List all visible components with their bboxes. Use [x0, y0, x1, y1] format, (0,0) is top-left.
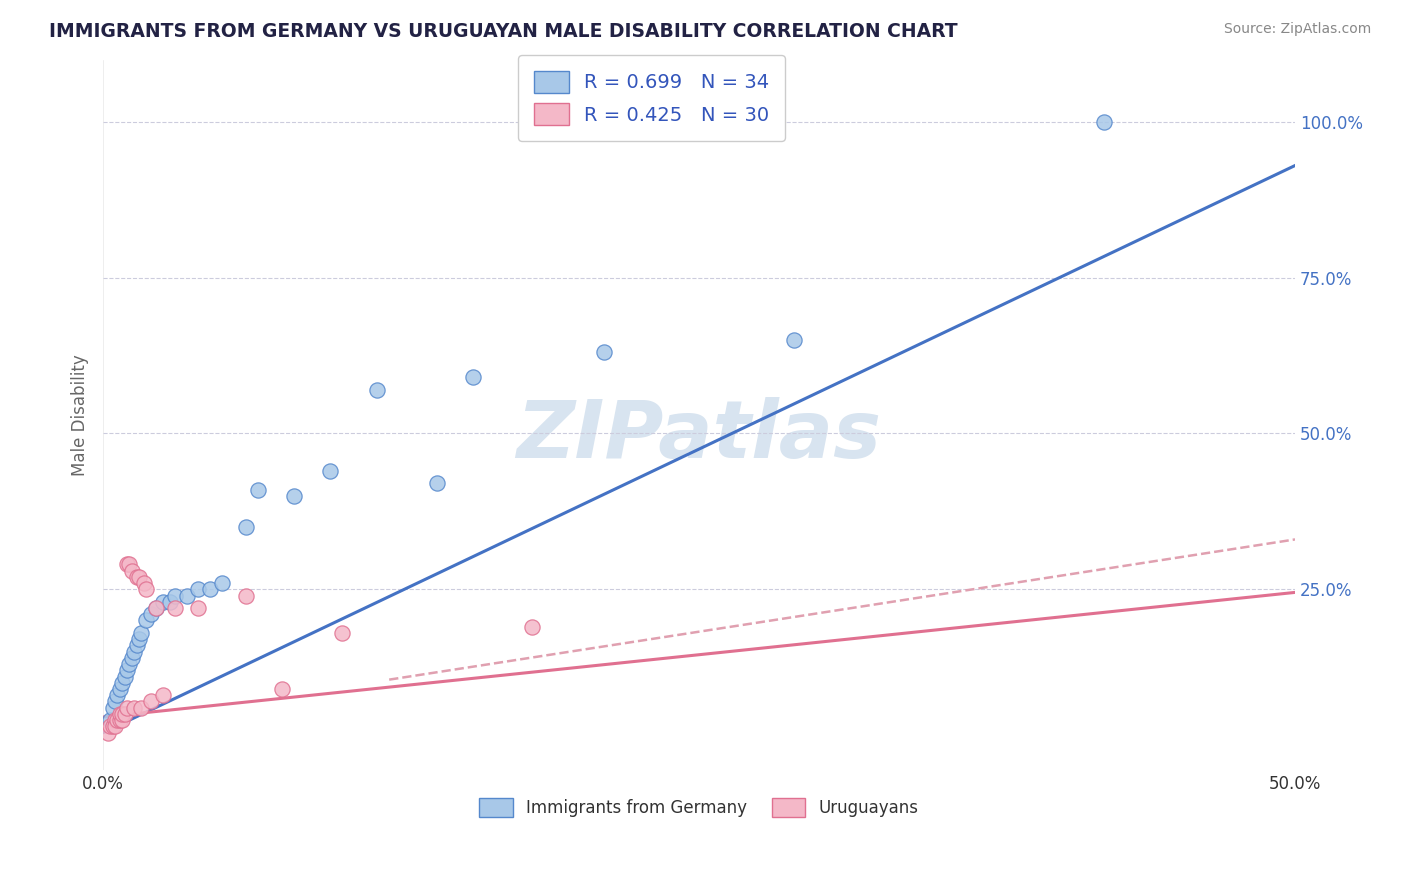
Point: [108, 681, 131, 696]
Point: [159, 595, 181, 609]
Text: Source: ZipAtlas.com: Source: ZipAtlas.com: [1223, 22, 1371, 37]
Point: [115, 700, 138, 714]
Point: [129, 700, 152, 714]
Point: [114, 669, 136, 683]
Point: [125, 570, 148, 584]
Point: [426, 476, 449, 491]
Point: [104, 719, 127, 733]
Point: [163, 589, 186, 603]
Point: [522, 620, 544, 634]
Point: [125, 639, 148, 653]
Point: [104, 713, 127, 727]
Point: [128, 632, 150, 647]
Point: [135, 582, 157, 597]
Point: [271, 681, 294, 696]
Point: [115, 663, 138, 677]
Point: [235, 520, 257, 534]
Y-axis label: Male Disability: Male Disability: [72, 354, 89, 475]
Point: [122, 700, 145, 714]
Text: IMMIGRANTS FROM GERMANY VS URUGUAYAN MALE DISABILITY CORRELATION CHART: IMMIGRANTS FROM GERMANY VS URUGUAYAN MAL…: [49, 22, 957, 41]
Point: [187, 582, 209, 597]
Point: [132, 576, 155, 591]
Point: [152, 595, 174, 609]
Point: [121, 650, 143, 665]
Point: [98, 713, 121, 727]
Point: [783, 333, 806, 347]
Point: [111, 706, 134, 721]
Point: [176, 589, 198, 603]
Point: [118, 558, 141, 572]
Point: [247, 483, 270, 497]
Point: [330, 626, 353, 640]
Point: [163, 601, 186, 615]
Point: [592, 345, 614, 359]
Point: [318, 464, 340, 478]
Point: [128, 570, 150, 584]
Point: [122, 644, 145, 658]
Point: [211, 576, 233, 591]
Point: [135, 614, 157, 628]
Point: [139, 607, 162, 622]
Point: [461, 370, 484, 384]
Point: [111, 675, 134, 690]
Point: [145, 601, 167, 615]
Point: [1092, 115, 1115, 129]
Point: [107, 688, 129, 702]
Point: [118, 657, 141, 671]
Text: ZIPatlas: ZIPatlas: [516, 397, 882, 475]
Point: [283, 489, 305, 503]
Point: [129, 626, 152, 640]
Point: [187, 601, 209, 615]
Point: [121, 564, 143, 578]
Point: [115, 558, 138, 572]
Point: [108, 706, 131, 721]
Point: [152, 688, 174, 702]
Point: [111, 713, 134, 727]
Point: [366, 383, 388, 397]
Point: [114, 706, 136, 721]
Point: [97, 725, 120, 739]
Point: [104, 694, 127, 708]
Point: [200, 582, 222, 597]
Point: [108, 713, 131, 727]
Point: [101, 719, 124, 733]
Point: [107, 713, 129, 727]
Point: [139, 694, 162, 708]
Legend: Immigrants from Germany, Uruguayans: Immigrants from Germany, Uruguayans: [471, 789, 927, 826]
Point: [145, 601, 167, 615]
Point: [101, 700, 124, 714]
Point: [235, 589, 257, 603]
Point: [98, 719, 121, 733]
